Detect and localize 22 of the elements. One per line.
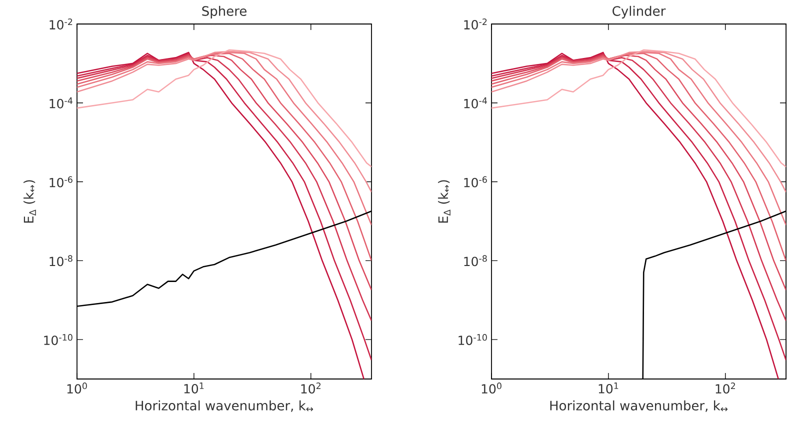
y-tick-label: 10$^{-10}$ <box>44 334 72 346</box>
y-tick-label: 10$^{-6}$ <box>464 176 487 188</box>
x-tick-label: 10$^{1}$ <box>598 382 618 394</box>
y-tick-label: 10$^{-8}$ <box>50 255 72 266</box>
y-axis-title: E$_{Δ}$ (k$_{↔}$) <box>24 180 36 223</box>
x-tick-label: 10$^{1}$ <box>184 382 204 394</box>
chart-title: Sphere <box>202 6 246 18</box>
y-tick-label: 10$^{-6}$ <box>50 176 72 188</box>
y-tick-label: 10$^{-8}$ <box>464 255 487 266</box>
y-tick-label: 10$^{-4}$ <box>50 97 72 108</box>
y-tick-label: 10$^{-2}$ <box>464 18 487 30</box>
chart-title: Cylinder <box>612 6 666 18</box>
x-tick-label: 10$^{0}$ <box>67 382 87 394</box>
y-tick-label: 10$^{-2}$ <box>50 18 72 30</box>
y-axis-title: E$_{Δ}$ (k$_{↔}$) <box>438 180 450 223</box>
x-axis-title: Horizontal wavenumber, k$_{↔}$ <box>136 400 314 412</box>
x-tick-label: 10$^{2}$ <box>716 382 735 394</box>
x-tick-label: 10$^{2}$ <box>301 382 320 394</box>
y-tick-label: 10$^{-10}$ <box>458 334 487 346</box>
x-axis-title: Horizontal wavenumber, k$_{↔}$ <box>550 400 728 412</box>
y-tick-label: 10$^{-4}$ <box>464 97 487 108</box>
x-tick-label: 10$^{0}$ <box>482 382 502 394</box>
